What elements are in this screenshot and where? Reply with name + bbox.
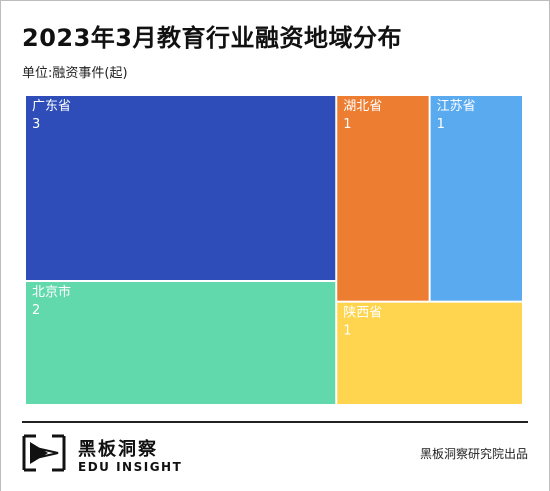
treemap-cell: 广东省 3 xyxy=(26,96,336,280)
brand-name-en: EDU INSIGHT xyxy=(78,460,183,474)
treemap-rect xyxy=(337,302,522,404)
treemap-rect xyxy=(337,96,429,301)
treemap-rect xyxy=(430,96,522,301)
treemap-cell: 北京市 2 xyxy=(26,282,336,404)
chart-title: 2023年3月教育行业融资地域分布 xyxy=(22,24,402,52)
treemap-value: 1 xyxy=(343,117,351,132)
treemap-rect xyxy=(26,282,336,404)
brand-name-cn: 黑板洞察 xyxy=(78,439,158,460)
treemap-cell: 江苏省 1 xyxy=(430,96,522,301)
treemap-cell: 陕西省 1 xyxy=(337,302,522,404)
edu-insight-logo-icon xyxy=(22,434,66,472)
treemap-label: 湖北省 xyxy=(343,99,382,114)
treemap-label: 北京市 xyxy=(32,284,71,300)
treemap-label: 广东省 xyxy=(32,99,71,114)
treemap-label: 江苏省 xyxy=(437,98,476,114)
treemap-label: 陕西省 xyxy=(343,306,382,321)
footer-divider xyxy=(22,421,528,423)
treemap-value: 1 xyxy=(343,324,351,339)
treemap-value: 1 xyxy=(437,117,445,132)
treemap-cell: 湖北省 1 xyxy=(337,96,429,301)
treemap-value: 2 xyxy=(32,303,40,318)
treemap-rect xyxy=(26,96,336,280)
chart-subtitle: 单位:融资事件(起) xyxy=(22,66,128,81)
source-credit: 黑板洞察研究院出品 xyxy=(419,447,528,461)
treemap-value: 3 xyxy=(32,117,40,132)
treemap-chart: 广东省 3 北京市 2 湖北省 1 江苏省 1 陕西省 1 xyxy=(26,96,522,404)
